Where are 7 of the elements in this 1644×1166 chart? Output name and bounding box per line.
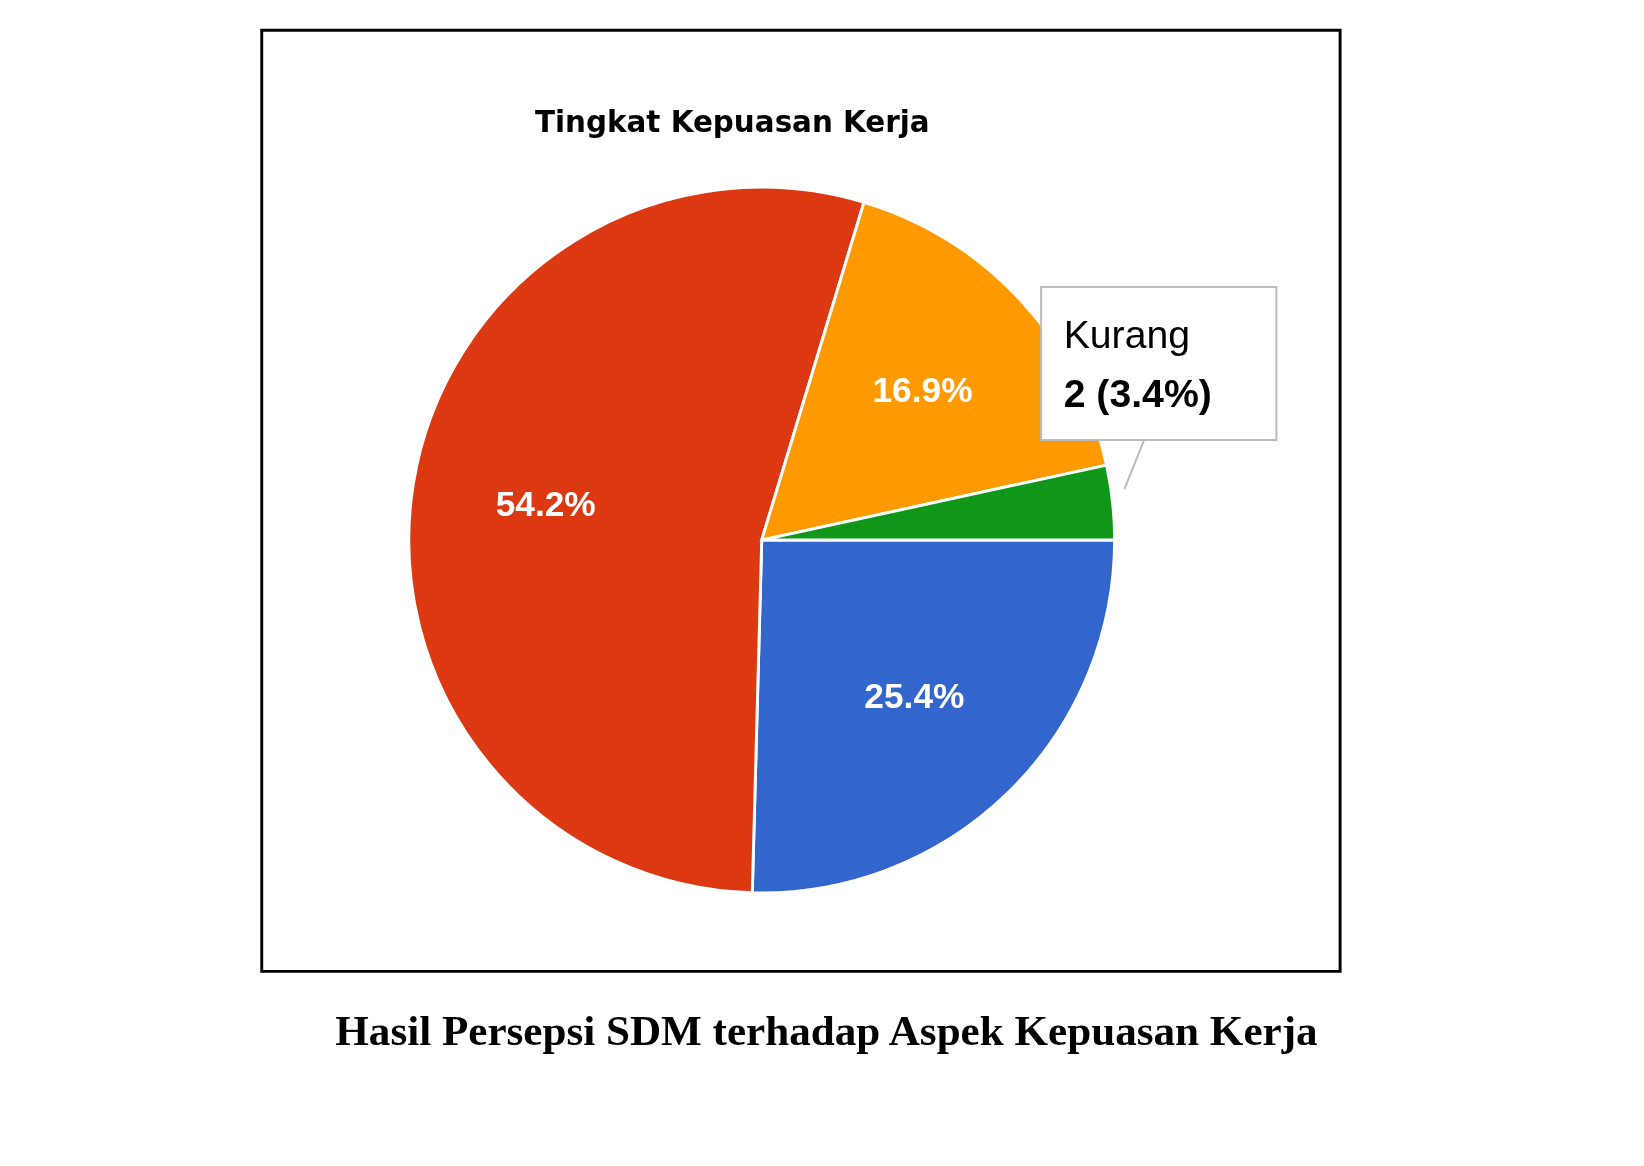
text: Kurang: [1063, 312, 1191, 356]
data-label: 54.2%: [495, 483, 596, 523]
text: 2 (3.4%): [1063, 371, 1212, 415]
data-label: 16.9%: [872, 370, 973, 410]
data-label: 25.4%: [864, 675, 965, 715]
text: Hasil Persepsi SDM terhadap Aspek Kepuasan Kerja: [335, 1006, 1318, 1054]
chart-title: Tingkat Kepuasan Kerja: [534, 105, 930, 140]
